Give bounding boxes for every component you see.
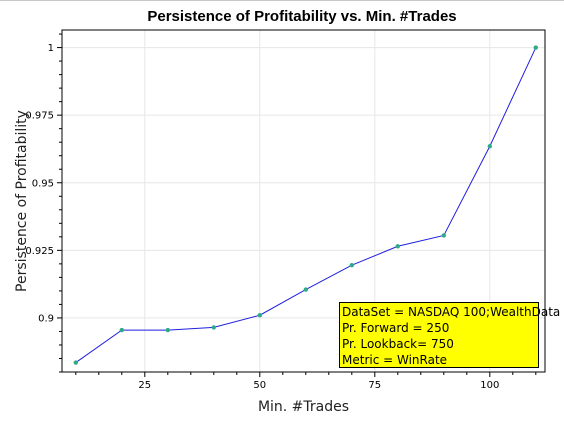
- annotation-line-metric: Metric = WinRate: [342, 353, 448, 367]
- window-top-border: [0, 0, 564, 1]
- y-tick-label: 1: [48, 43, 54, 54]
- x-tick-label: 100: [480, 380, 499, 391]
- y-tick-label: 0.925: [25, 246, 54, 257]
- x-tick-label: 25: [138, 380, 151, 391]
- data-point: [165, 327, 170, 333]
- data-point: [257, 313, 262, 318]
- y-tick-label: 0.975: [25, 111, 54, 122]
- y-tick-label: 0.95: [32, 178, 54, 189]
- x-tick-label: 50: [253, 380, 266, 391]
- data-point: [533, 45, 538, 50]
- data-point: [441, 233, 446, 238]
- x-tick-label: 75: [368, 380, 381, 391]
- grid-lines: [62, 30, 545, 372]
- data-point: [349, 263, 354, 268]
- plot-area-frame: [61, 29, 546, 373]
- annotation-line-lookback: Pr. Lookback= 750: [342, 337, 454, 351]
- y-tick-label: 0.9: [38, 313, 54, 324]
- y-axis-label: Persistence of Profitability: [14, 110, 30, 292]
- annotation-line-dataset: DataSet = NASDAQ 100;WealthData: [342, 305, 561, 319]
- axis-ticks: 25 50 75 100 0.9 0.925 0.95 0.975 1: [25, 33, 537, 391]
- data-point: [119, 327, 125, 333]
- data-point: [73, 360, 79, 365]
- series-layer: [73, 45, 538, 365]
- annotation-box: DataSet = NASDAQ 100;WealthData Pr. Forw…: [339, 302, 561, 368]
- data-point: [211, 325, 216, 330]
- annotation-line-forward: Pr. Forward = 250: [342, 321, 450, 335]
- data-point: [487, 144, 492, 149]
- data-point: [303, 287, 308, 292]
- data-point: [395, 244, 400, 249]
- x-axis-label: Min. #Trades: [258, 399, 349, 415]
- chart-title: Persistence of Profitability vs. Min. #T…: [147, 8, 457, 25]
